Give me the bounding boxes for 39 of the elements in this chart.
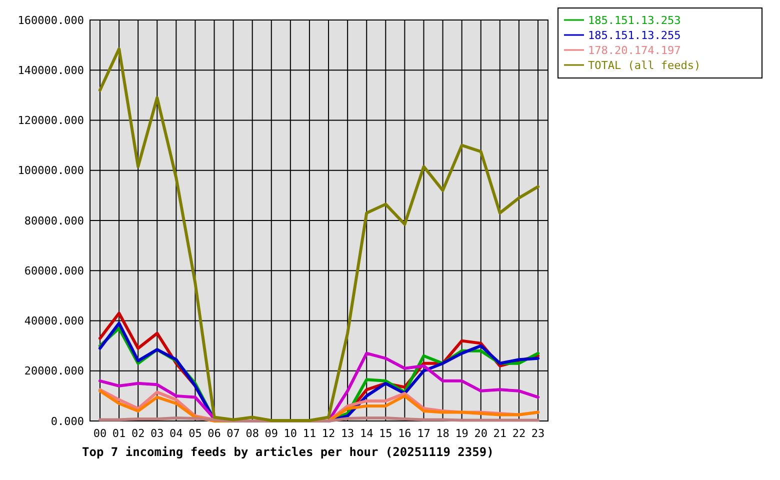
x-tick-label: 04 bbox=[170, 427, 184, 440]
x-tick-label: 01 bbox=[112, 427, 126, 440]
x-tick-label: 13 bbox=[340, 427, 354, 440]
x-tick-label: 11 bbox=[302, 427, 316, 440]
legend-label: TOTAL (all feeds) bbox=[588, 58, 701, 72]
x-tick-label: 14 bbox=[360, 427, 374, 440]
x-tick-label: 08 bbox=[246, 427, 259, 440]
x-tick-label: 15 bbox=[379, 427, 392, 440]
x-tick-label: 23 bbox=[531, 427, 545, 440]
x-tick-label: 00 bbox=[93, 427, 107, 440]
line-series bbox=[98, 47, 540, 422]
x-tick-label: 07 bbox=[226, 427, 240, 440]
text: Top 7 incoming feeds by articles per hour (20251119 2359) bbox=[82, 445, 494, 459]
y-tick-label: 0.000 bbox=[50, 414, 84, 428]
x-tick-label: 02 bbox=[131, 427, 145, 440]
x-tick-label: 03 bbox=[150, 427, 164, 440]
x-tick-label: 21 bbox=[493, 427, 507, 440]
x-tick-label: 22 bbox=[512, 427, 526, 440]
x-tick-label: 18 bbox=[436, 427, 450, 440]
x-tick-label: 20 bbox=[474, 427, 488, 440]
x-tick-label: 12 bbox=[322, 427, 336, 440]
y-tick-label: 80000.000 bbox=[24, 214, 84, 228]
y-tick-label: 120000.000 bbox=[18, 114, 84, 128]
y-tick-label: 160000.000 bbox=[18, 14, 84, 27]
legend-label: 185.151.13.253 bbox=[588, 14, 681, 27]
x-tick-label: 17 bbox=[417, 427, 430, 440]
x-tick-label: 19 bbox=[455, 427, 468, 440]
y-tick-label: 20000.000 bbox=[24, 364, 84, 378]
y-tick-label: 140000.000 bbox=[18, 64, 84, 77]
x-tick-label: 16 bbox=[398, 427, 412, 440]
y-tick-label: 60000.000 bbox=[24, 264, 84, 278]
x-tick-label: 06 bbox=[208, 427, 221, 440]
x-tick-label: 09 bbox=[264, 427, 278, 440]
legend-label: 185.151.13.255 bbox=[588, 28, 681, 42]
y-tick-label: 100000.000 bbox=[18, 164, 84, 178]
legend-label: 178.20.174.197 bbox=[588, 44, 681, 57]
x-tick-label: 05 bbox=[188, 427, 202, 440]
y-tick-label: 40000.000 bbox=[24, 314, 84, 328]
x-tick-label: 10 bbox=[284, 427, 298, 440]
